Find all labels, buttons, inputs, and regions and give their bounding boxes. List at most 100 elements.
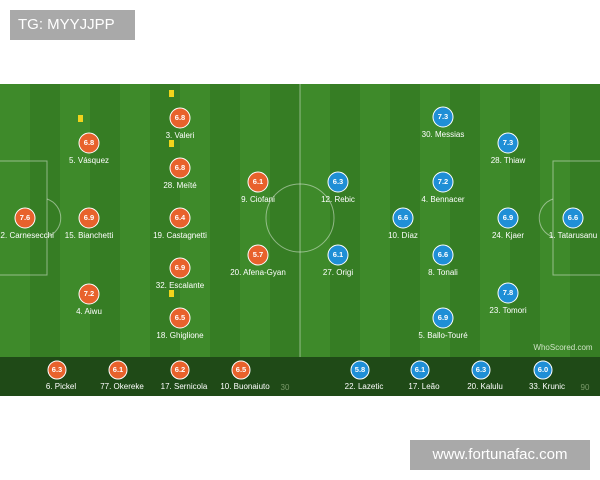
rating: 7.2: [438, 177, 448, 186]
rating: 6.4: [175, 213, 186, 222]
player-name: 4. Bennacer: [421, 195, 464, 204]
sub-minute: 30: [281, 383, 290, 392]
rating: 7.3: [503, 138, 513, 147]
rating: 7.8: [503, 288, 513, 297]
player-name: 32. Escalante: [156, 281, 205, 290]
rating-badge: [562, 207, 584, 229]
rating: 6.9: [503, 213, 513, 222]
site-watermark: www.fortunafac.com: [410, 440, 590, 470]
rating: 6.8: [84, 138, 94, 147]
rating-badge: [350, 360, 370, 380]
player-name: 4. Aiwu: [76, 307, 102, 316]
player-name: 15. Bianchetti: [65, 231, 114, 240]
player-name: 6. Pickel: [46, 382, 76, 391]
player-name: 3. Valeri: [166, 131, 195, 140]
logo: WhoScored.com: [533, 343, 592, 352]
rating: 6.6: [398, 213, 408, 222]
rating: 7.6: [20, 213, 30, 222]
rating-badge: [497, 207, 519, 229]
player-name: 12. Rebic: [321, 195, 355, 204]
rating-badge: [231, 360, 251, 380]
rating-badge: [432, 106, 454, 128]
pitch: 7.6 12. Carnesecchi 6.9 15. Bianchetti 6.8 5.…: [0, 84, 600, 396]
rating-badge: [169, 107, 191, 129]
player-name: 33. Krunic: [529, 382, 565, 391]
rating: 6.9: [175, 263, 185, 272]
rating-badge: [247, 171, 269, 193]
tag: TG: MYYJJPP: [10, 10, 135, 40]
rating-badge: [169, 207, 191, 229]
player-name: 9. Ciofani: [241, 195, 275, 204]
player-name: 28. Meïté: [163, 181, 197, 190]
player-name: 20. Afena-Gyan: [230, 268, 286, 277]
rating: 5.8: [355, 365, 365, 374]
rating-badge: [170, 360, 190, 380]
player-name: 23. Tomori: [489, 306, 526, 315]
player-name: 5. Vásquez: [69, 156, 109, 165]
rating-badge: [108, 360, 128, 380]
rating: 6.1: [415, 365, 425, 374]
rating: 6.0: [538, 365, 548, 374]
rating-badge: [432, 171, 454, 193]
player-name: 18. Ghiglione: [156, 331, 204, 340]
rating: 6.1: [113, 365, 123, 374]
rating-badge: [169, 257, 191, 279]
yellow-card: [169, 140, 174, 147]
rating-badge: [169, 157, 191, 179]
yellow-card: [78, 115, 83, 122]
player-name: 17. Sernicola: [161, 382, 208, 391]
player-name: 77. Okereke: [100, 382, 144, 391]
rating-badge: [78, 283, 100, 305]
rating: 6.6: [568, 213, 578, 222]
rating-badge: [47, 360, 67, 380]
rating: 6.9: [84, 213, 94, 222]
player-name: 27. Origi: [323, 268, 353, 277]
player-name: 30. Messias: [422, 130, 465, 139]
rating-badge: [14, 207, 36, 229]
rating-badge: [432, 307, 454, 329]
player-name: 12. Carnesecchi: [0, 231, 54, 240]
rating-badge: [497, 282, 519, 304]
rating-badge: [78, 207, 100, 229]
rating-badge: [247, 244, 269, 266]
player-name: 19. Castagnetti: [153, 231, 207, 240]
rating: 7.2: [84, 289, 94, 298]
player-name: 24. Kjaer: [492, 231, 524, 240]
player-name: 20. Kalulu: [467, 382, 503, 391]
yellow-card: [169, 90, 174, 97]
rating: 6.1: [333, 250, 343, 259]
rating: 5.7: [253, 250, 263, 259]
rating-badge: [392, 207, 414, 229]
rating: 6.8: [175, 163, 185, 172]
yellow-card: [169, 290, 174, 297]
rating: 7.3: [438, 112, 448, 121]
rating: 6.9: [438, 313, 448, 322]
player-name: 28. Thiaw: [491, 156, 526, 165]
rating-badge: [327, 171, 349, 193]
rating-badge: [533, 360, 553, 380]
rating: 6.5: [175, 313, 185, 322]
rating: 6.6: [438, 250, 448, 259]
sub-minute: 90: [581, 383, 590, 392]
rating-badge: [78, 132, 100, 154]
player-name: 8. Tonali: [428, 268, 458, 277]
rating-badge: [410, 360, 430, 380]
player-name: 17. Leão: [408, 382, 440, 391]
player-name: 1. Tatarusanu: [549, 231, 597, 240]
rating-badge: [497, 132, 519, 154]
rating: 6.3: [476, 365, 486, 374]
rating: 6.8: [175, 113, 185, 122]
player-name: 10. Díaz: [388, 231, 418, 240]
player-name: 22. Lazetic: [345, 382, 384, 391]
rating-badge: [327, 244, 349, 266]
rating: 6.3: [333, 177, 343, 186]
rating-badge: [471, 360, 491, 380]
rating-badge: [169, 307, 191, 329]
rating: 6.3: [52, 365, 62, 374]
rating: 6.1: [253, 177, 263, 186]
rating: 6.2: [175, 365, 185, 374]
player-name: 10. Buonaiuto: [220, 382, 270, 391]
player-name: 5. Ballo-Touré: [418, 331, 468, 340]
rating: 6.5: [236, 365, 246, 374]
